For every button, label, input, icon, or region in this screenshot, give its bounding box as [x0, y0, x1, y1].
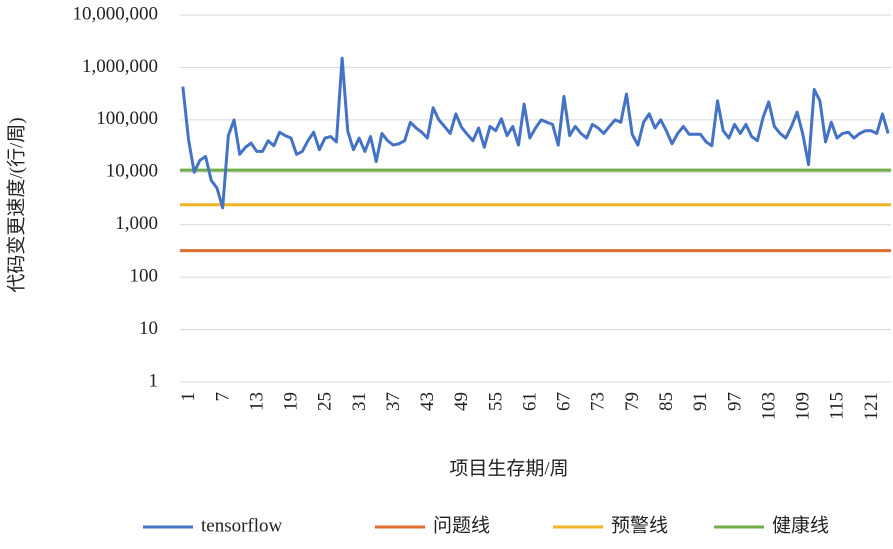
y-tick-label: 10 — [139, 318, 158, 339]
x-tick-label: 67 — [554, 392, 575, 411]
y-tick-label: 100 — [130, 266, 159, 287]
series-line — [181, 56, 890, 210]
x-tick-label: 85 — [656, 392, 677, 411]
x-tick-label: 25 — [315, 392, 336, 411]
x-tick-label: 115 — [827, 392, 848, 420]
x-tick-label: 37 — [383, 392, 404, 411]
x-tick-label: 13 — [246, 392, 267, 411]
y-tick-label: 100,000 — [96, 108, 158, 129]
x-tick-label: 7 — [212, 392, 233, 402]
x-tick-label: 109 — [793, 392, 814, 421]
x-tick-label: 61 — [519, 392, 540, 411]
x-tick-label: 91 — [690, 392, 711, 411]
y-tick-label: 1,000 — [115, 213, 158, 234]
x-tick-label: 79 — [622, 392, 643, 411]
y-tick-label: 1 — [149, 370, 159, 391]
x-tick-label: 19 — [281, 392, 302, 411]
y-axis-title: 代码变更速度/(行/周) — [5, 117, 27, 292]
legend-label: 预警线 — [611, 514, 668, 536]
y-tick-label: 10,000,000 — [73, 3, 159, 24]
y-tick-label: 10,000 — [106, 161, 158, 182]
x-tick-label: 121 — [861, 392, 882, 421]
x-tick-label: 55 — [485, 392, 506, 411]
x-tick-label: 1 — [178, 392, 199, 402]
legend-label: 问题线 — [433, 514, 490, 536]
x-axis-title: 项目生存期/周 — [449, 457, 568, 479]
x-tick-label: 103 — [758, 392, 779, 421]
x-tick-label: 43 — [417, 392, 438, 411]
x-tick-label: 49 — [451, 392, 472, 411]
y-tick-label: 1,000,000 — [82, 56, 158, 77]
x-tick-label: 31 — [349, 392, 370, 411]
legend-label: 健康线 — [772, 514, 829, 536]
x-tick-label: 97 — [724, 392, 745, 411]
legend-label: tensorflow — [201, 515, 283, 536]
x-tick-label: 73 — [588, 392, 609, 411]
